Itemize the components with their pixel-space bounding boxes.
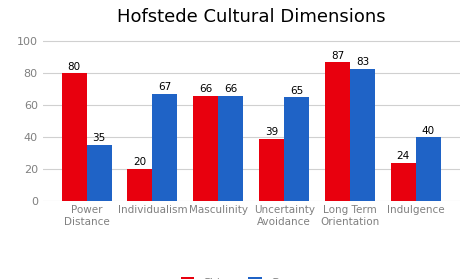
- Text: 20: 20: [133, 157, 146, 167]
- Bar: [193, 96, 219, 201]
- Text: 87: 87: [331, 50, 344, 61]
- Bar: [325, 62, 350, 201]
- Text: 66: 66: [199, 84, 212, 94]
- Bar: [62, 73, 87, 201]
- Bar: [128, 169, 153, 201]
- Bar: [219, 96, 243, 201]
- Bar: [153, 94, 177, 201]
- Text: 66: 66: [224, 84, 237, 94]
- Bar: [284, 97, 309, 201]
- Text: 67: 67: [158, 83, 172, 92]
- Text: 80: 80: [68, 62, 81, 72]
- Bar: [391, 163, 416, 201]
- Text: 39: 39: [265, 127, 278, 137]
- Text: 83: 83: [356, 57, 369, 67]
- Text: 35: 35: [92, 133, 106, 143]
- Bar: [350, 69, 375, 201]
- Text: 24: 24: [397, 151, 410, 161]
- Text: 40: 40: [422, 126, 435, 136]
- Legend: China, Germany: China, Germany: [181, 277, 322, 279]
- Bar: [259, 139, 284, 201]
- Bar: [416, 137, 441, 201]
- Bar: [87, 145, 112, 201]
- Title: Hofstede Cultural Dimensions: Hofstede Cultural Dimensions: [117, 8, 385, 27]
- Text: 65: 65: [290, 86, 303, 96]
